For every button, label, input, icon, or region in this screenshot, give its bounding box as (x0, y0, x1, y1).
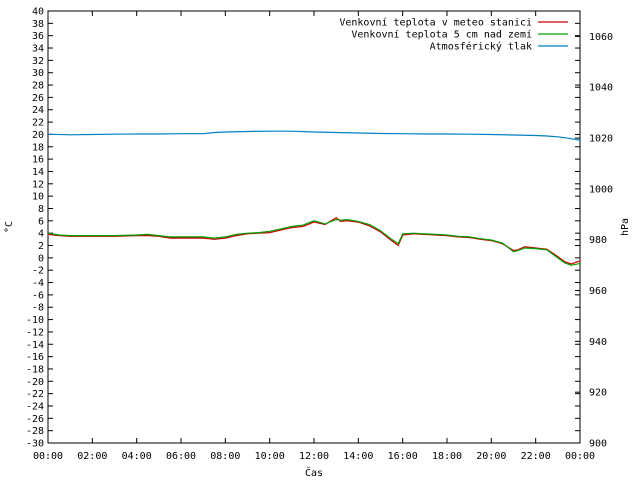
y-tick-label: -22 (26, 389, 44, 400)
y2-tick-label: 1060 (589, 32, 613, 43)
legend-label: Venkovní teplota 5 cm nad zemí (351, 29, 532, 41)
y-tick-label: 24 (32, 105, 44, 116)
x-tick-label: 00:00 (565, 451, 595, 462)
y-tick-label: 22 (32, 118, 44, 129)
y-tick-label: 12 (32, 179, 44, 190)
y-axis-ticks: 4038363432302826242220181614121086420-2-… (26, 7, 580, 450)
series-line-1 (47, 216, 581, 265)
series-line-3 (47, 130, 581, 141)
y-tick-label: -14 (26, 340, 44, 351)
y-tick-label: 28 (32, 81, 44, 92)
y-tick-label: -26 (26, 414, 44, 425)
plot-frame (47, 10, 581, 444)
legend-label: Venkovní teplota v meteo stanici (339, 17, 532, 29)
y-tick-label: 8 (38, 204, 44, 215)
x-tick-label: 04:00 (122, 451, 152, 462)
y-tick-label: -24 (26, 401, 44, 412)
y2-tick-label: 960 (589, 286, 607, 297)
x-tick-label: 16:00 (388, 451, 418, 462)
x-axis-label: Čas (305, 466, 323, 479)
y-tick-label: -30 (26, 439, 44, 450)
y2-tick-label: 920 (589, 388, 607, 399)
y-tick-label: 4 (38, 229, 44, 240)
y-tick-label: 2 (38, 241, 44, 252)
x-axis-ticks: 00:00 02:00 04:00 06:00 08:00 10:00 12:00 14:00… (33, 11, 595, 462)
y-tick-label: -6 (32, 290, 44, 301)
y-tick-label: -18 (26, 364, 44, 375)
series-line-2 (47, 218, 581, 266)
x-tick-label: 06:00 (166, 451, 196, 462)
y-tick-label: 40 (32, 7, 44, 18)
x-tick-label: 12:00 (299, 451, 329, 462)
x-tick-label: 02:00 (77, 451, 107, 462)
y2-tick-label: 1020 (589, 134, 613, 145)
x-tick-label: 14:00 (343, 451, 373, 462)
y-tick-label: -28 (26, 426, 44, 437)
x-tick-label: 00:00 (33, 451, 63, 462)
x-tick-label: 10:00 (255, 451, 285, 462)
y-tick-label: 18 (32, 142, 44, 153)
y-tick-label: 16 (32, 155, 44, 166)
legend: Venkovní teplota v meteo staniciVenkovní… (339, 17, 568, 53)
y-tick-label: -20 (26, 377, 44, 388)
y-tick-label: -12 (26, 327, 44, 338)
y-tick-label: 30 (32, 68, 44, 79)
y-tick-label: -8 (32, 303, 44, 314)
y-tick-label: 0 (38, 253, 44, 264)
series-lines (47, 130, 581, 266)
y-tick-label: 38 (32, 19, 44, 30)
x-tick-label: 08:00 (210, 451, 240, 462)
y2-axis-ticks: 1060 1040 1020 1000 980 960 940 920 900 (575, 32, 613, 450)
y-tick-label: 20 (32, 130, 44, 141)
y-tick-label: 10 (32, 192, 44, 203)
y-tick-label: -16 (26, 352, 44, 363)
y-tick-label: -4 (32, 278, 44, 289)
y-tick-label: 36 (32, 31, 44, 42)
y-tick-label: -10 (26, 315, 44, 326)
y2-axis-label: hPa (620, 218, 631, 236)
x-tick-label: 22:00 (521, 451, 551, 462)
y-tick-label: 34 (32, 44, 44, 55)
y-tick-label: 6 (38, 216, 44, 227)
x-tick-label: 18:00 (432, 451, 462, 462)
y-tick-label: -2 (32, 266, 44, 277)
y2-tick-label: 900 (589, 439, 607, 450)
y-tick-label: 26 (32, 93, 44, 104)
y2-tick-label: 980 (589, 235, 607, 246)
y-axis-label: °C (4, 221, 15, 233)
y-tick-label: 32 (32, 56, 44, 67)
y2-tick-label: 1000 (589, 184, 613, 195)
y2-tick-label: 940 (589, 337, 607, 348)
legend-label: Atmosférický tlak (430, 41, 532, 53)
y2-tick-label: 1040 (589, 83, 613, 94)
x-tick-label: 20:00 (476, 451, 506, 462)
y-tick-label: 14 (32, 167, 44, 178)
